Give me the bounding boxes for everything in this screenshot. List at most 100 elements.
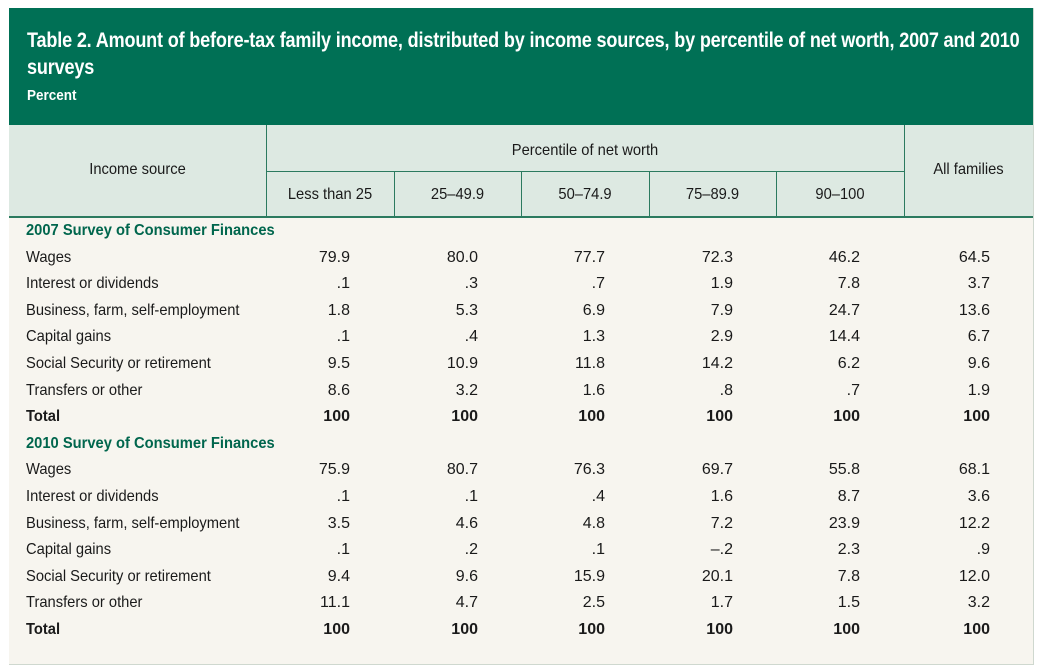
col-header-0: Less than 25 (287, 186, 373, 203)
row-label: Transfers or other (26, 381, 143, 399)
cell-value: 3.6 (967, 488, 990, 505)
table-row: Social Security or retirement 9.5 10.9 11.8… (9, 355, 1033, 381)
cell-value: –.2 (710, 541, 733, 559)
row-label: Wages (26, 461, 72, 479)
table-header: Income source Percentile of net worth Le… (9, 125, 1033, 218)
cell-value: 14.2 (701, 355, 733, 372)
cell-value: 76.3 (573, 461, 605, 479)
cell-value: 6.7 (967, 328, 990, 346)
cell-value: 69.7 (701, 461, 733, 479)
cell-value: .1 (464, 488, 478, 505)
cell-value: 100 (323, 408, 350, 426)
divider (9, 216, 1033, 218)
col-header-4: 90–100 (815, 186, 865, 203)
cell-value: 77.7 (573, 248, 605, 266)
cell-value: .1 (336, 488, 350, 505)
cell-value: .7 (846, 381, 860, 399)
cell-value: 23.9 (828, 514, 860, 532)
cell-value: 20.1 (701, 567, 733, 585)
table-row: Wages 75.9 80.7 76.3 69.7 55.8 68.1 (9, 461, 1033, 487)
cell-value: 100 (323, 621, 350, 638)
cell-value: 1.5 (837, 594, 860, 612)
cell-value: 1.9 (710, 275, 733, 293)
cell-value: 55.8 (828, 461, 860, 479)
cell-value: 7.8 (837, 275, 860, 293)
cell-value: 100 (833, 408, 860, 426)
table-row: Interest or dividends .1 .3 .7 1.9 7.8 3.7 (9, 275, 1033, 301)
all-families-header: All families (933, 161, 1004, 178)
row-label: Capital gains (26, 328, 112, 346)
row-label: Interest or dividends (26, 488, 159, 505)
cell-value: 1.9 (967, 381, 990, 399)
cell-value: 100 (451, 408, 478, 426)
cell-value: 4.8 (582, 514, 605, 532)
row-label: Social Security or retirement (26, 355, 211, 372)
cell-value: 2.5 (582, 594, 605, 612)
row-label: Total (26, 621, 61, 638)
table-row: Transfers or other 11.1 4.7 2.5 1.7 1.5 3.2 (9, 594, 1033, 620)
cell-value: 100 (706, 621, 733, 638)
cell-value: 7.2 (710, 514, 733, 532)
divider (521, 171, 522, 217)
cell-value: 3.2 (455, 381, 478, 399)
cell-value: .7 (591, 275, 605, 293)
cell-value: 9.6 (967, 355, 990, 372)
cell-value: 80.7 (446, 461, 478, 479)
table-title: Table 2. Amount of before-tax family inc… (27, 29, 1020, 79)
cell-value: 46.2 (828, 248, 860, 266)
title-bar: Table 2. Amount of before-tax family inc… (9, 8, 1033, 125)
cell-value: 3.2 (967, 594, 990, 612)
cell-value: 2.9 (710, 328, 733, 346)
cell-value: 2.3 (837, 541, 860, 559)
row-label: Capital gains (26, 541, 112, 559)
divider (904, 125, 905, 217)
total-row: Total 100 100 100 100 100 100 (9, 621, 1033, 647)
cell-value: .1 (591, 541, 605, 559)
income-source-header: Income source (89, 161, 186, 178)
table-row: Capital gains .1 .2 .1 –.2 2.3 .9 (9, 541, 1033, 567)
cell-value: 100 (578, 408, 605, 426)
cell-value: 100 (578, 621, 605, 638)
cell-value: 9.5 (327, 355, 350, 372)
cell-value: 4.7 (455, 594, 478, 612)
cell-value: 5.3 (455, 301, 478, 319)
cell-value: .4 (464, 328, 478, 346)
table-row: Capital gains .1 .4 1.3 2.9 14.4 6.7 (9, 328, 1033, 354)
cell-value: 80.0 (446, 248, 478, 266)
cell-value: 100 (706, 408, 733, 426)
table-row: Business, farm, self-employment 3.5 4.6 4.8… (9, 515, 1033, 541)
section-title: 2007 Survey of Consumer Finances (26, 222, 275, 239)
row-label: Social Security or retirement (26, 567, 211, 585)
col-header-3: 75–89.9 (685, 186, 740, 203)
cell-value: 11.8 (575, 355, 605, 372)
table-row: Social Security or retirement 9.4 9.6 15.9 2… (9, 568, 1033, 594)
table-row: Business, farm, self-employment 1.8 5.3 6.9… (9, 302, 1033, 328)
table-row: Interest or dividends .1 .1 .4 1.6 8.7 3.6 (9, 488, 1033, 514)
cell-value: .9 (976, 541, 990, 559)
cell-value: 64.5 (958, 248, 990, 266)
cell-value: 100 (963, 408, 990, 426)
table-unit: Percent (27, 87, 77, 104)
cell-value: 1.6 (710, 488, 733, 505)
cell-value: 72.3 (701, 248, 733, 266)
cell-value: 8.6 (327, 381, 350, 399)
cell-value: 1.7 (710, 594, 733, 612)
cell-value: 1.6 (582, 381, 605, 399)
cell-value: 9.4 (327, 567, 350, 585)
cell-value: .2 (464, 541, 478, 559)
divider (776, 171, 777, 217)
cell-value: 6.2 (837, 355, 860, 372)
cell-value: .8 (719, 381, 733, 399)
cell-value: 100 (963, 621, 990, 638)
col-header-1: 25–49.9 (430, 186, 485, 203)
cell-value: 15.9 (573, 567, 605, 585)
col-header-2: 50–74.9 (558, 186, 612, 203)
cell-value: 3.5 (327, 514, 350, 532)
row-label: Business, farm, self-employment (26, 514, 240, 532)
cell-value: 11.1 (320, 594, 350, 612)
cell-value: 75.9 (318, 461, 350, 479)
cell-value: 12.0 (958, 567, 990, 585)
cell-value: 14.4 (828, 328, 860, 346)
cell-value: 4.6 (455, 514, 478, 532)
cell-value: 8.7 (837, 488, 860, 505)
